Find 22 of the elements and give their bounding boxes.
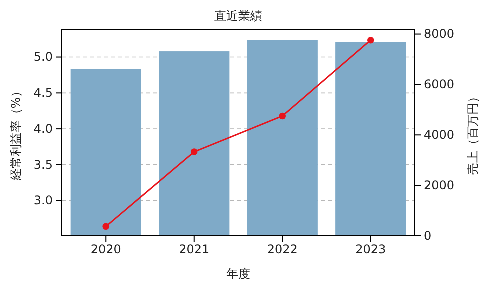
y2-tick-label: 8000 bbox=[424, 27, 455, 42]
y2-tick-label: 6000 bbox=[424, 78, 455, 92]
y-tick-label: 5.0 bbox=[34, 50, 53, 64]
y-axis-title: 経常利益率（%） bbox=[9, 85, 23, 182]
y-tick-label: 3.0 bbox=[34, 194, 53, 208]
point bbox=[102, 223, 110, 230]
y2-tick-label: 4000 bbox=[424, 128, 455, 142]
y-tick-label: 4.5 bbox=[34, 86, 53, 100]
x-tick-label: 2020 bbox=[90, 242, 122, 257]
point bbox=[279, 112, 286, 120]
x-tick-label: 2023 bbox=[356, 242, 386, 257]
x-axis-title: 年度 bbox=[226, 267, 250, 281]
chart-title: 直近業績 bbox=[214, 9, 262, 23]
y-tick-label: 4.0 bbox=[34, 122, 53, 136]
x-tick-label: 2021 bbox=[179, 242, 210, 257]
x-tick-label: 2022 bbox=[267, 242, 298, 257]
y2-axis-title: 売上（百万円） bbox=[466, 91, 480, 175]
point bbox=[367, 36, 374, 44]
point bbox=[190, 148, 198, 156]
y2-tick-label: 0 bbox=[424, 228, 432, 243]
y2-tick-label: 2000 bbox=[424, 178, 455, 192]
y-tick-label: 3.5 bbox=[34, 158, 53, 172]
